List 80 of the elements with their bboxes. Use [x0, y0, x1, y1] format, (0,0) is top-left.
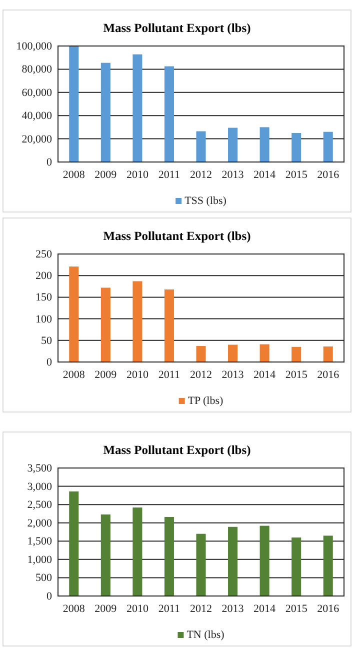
- bar: [323, 536, 333, 596]
- y-tick-label: 3,000: [27, 480, 52, 493]
- y-tick-label: 100,000: [16, 40, 52, 53]
- y-tick-label: 0: [46, 356, 52, 369]
- bar: [69, 266, 79, 362]
- x-tick-label: 2008: [62, 368, 86, 381]
- bar: [100, 62, 110, 162]
- y-tick-label: 60,000: [22, 86, 52, 99]
- y-tick-label: 80,000: [22, 64, 52, 76]
- x-tick-label: 2011: [158, 368, 180, 381]
- bar: [132, 281, 142, 362]
- chart-title: Mass Pollutant Export (lbs): [103, 229, 251, 243]
- bar: [164, 66, 174, 162]
- x-tick-label: 2009: [94, 368, 118, 381]
- x-tick-label: 2014: [254, 368, 276, 381]
- y-tick-label: 40,000: [22, 110, 52, 122]
- bar: [292, 537, 302, 596]
- y-tick-label: 3,500: [27, 462, 52, 475]
- bar: [323, 346, 333, 362]
- y-tick-label: 1,500: [27, 536, 52, 548]
- bar: [323, 132, 333, 162]
- bar: [164, 517, 174, 596]
- y-tick-label: 50: [41, 334, 52, 347]
- bar: [196, 534, 206, 596]
- legend-label: TN (lbs): [186, 629, 225, 641]
- y-tick-label: 0: [46, 156, 52, 169]
- x-tick-label: 2008: [62, 602, 86, 615]
- bar: [292, 133, 302, 162]
- x-tick-label: 2015: [285, 168, 308, 181]
- x-tick-label: 2010: [126, 168, 149, 181]
- x-tick-label: 2010: [126, 602, 149, 615]
- legend-label: TP (lbs): [188, 395, 224, 407]
- y-tick-label: 200: [36, 270, 52, 282]
- x-tick-label: 2014: [254, 602, 276, 615]
- x-tick-label: 2010: [126, 368, 149, 381]
- bar: [260, 526, 270, 596]
- legend-label: TSS (lbs): [184, 195, 227, 207]
- bar: [100, 288, 110, 362]
- x-tick-label: 2013: [222, 368, 244, 381]
- bar: [69, 491, 79, 596]
- x-tick-label: 2013: [222, 602, 244, 615]
- y-tick-label: 2,000: [27, 517, 52, 530]
- y-tick-label: 2,500: [27, 499, 52, 512]
- bar: [196, 131, 206, 162]
- x-tick-label: 2016: [317, 368, 340, 381]
- x-tick-label: 2014: [254, 168, 276, 181]
- x-tick-label: 2012: [190, 602, 212, 615]
- y-tick-label: 0: [46, 590, 52, 603]
- bar: [228, 344, 238, 362]
- y-tick-label: 100: [36, 313, 52, 326]
- x-tick-label: 2009: [94, 602, 118, 615]
- bar: [260, 344, 270, 362]
- chart-title: Mass Pollutant Export (lbs): [103, 21, 251, 35]
- x-tick-label: 2012: [190, 168, 212, 181]
- x-tick-label: 2011: [158, 168, 180, 181]
- bar: [228, 526, 238, 596]
- y-tick-label: 20,000: [22, 133, 52, 146]
- bar: [196, 346, 206, 362]
- bar: [132, 507, 142, 596]
- bar: [100, 514, 110, 596]
- y-tick-label: 150: [36, 292, 52, 304]
- bar: [69, 46, 79, 162]
- chart-title: Mass Pollutant Export (lbs): [103, 443, 251, 457]
- y-tick-label: 1,000: [27, 554, 52, 566]
- y-tick-label: 500: [36, 572, 52, 584]
- x-tick-label: 2013: [222, 168, 244, 181]
- x-tick-label: 2016: [317, 602, 340, 615]
- x-tick-label: 2015: [285, 368, 308, 381]
- y-tick-label: 250: [36, 248, 52, 261]
- bar: [292, 346, 302, 362]
- bar: [132, 54, 142, 162]
- x-tick-label: 2008: [62, 168, 86, 181]
- bar: [164, 289, 174, 362]
- bar: [260, 127, 270, 162]
- x-tick-label: 2011: [158, 602, 180, 615]
- bar: [228, 128, 238, 162]
- x-tick-label: 2009: [94, 168, 118, 181]
- x-tick-label: 2015: [285, 602, 308, 615]
- x-tick-label: 2016: [317, 168, 340, 181]
- x-tick-label: 2012: [190, 368, 212, 381]
